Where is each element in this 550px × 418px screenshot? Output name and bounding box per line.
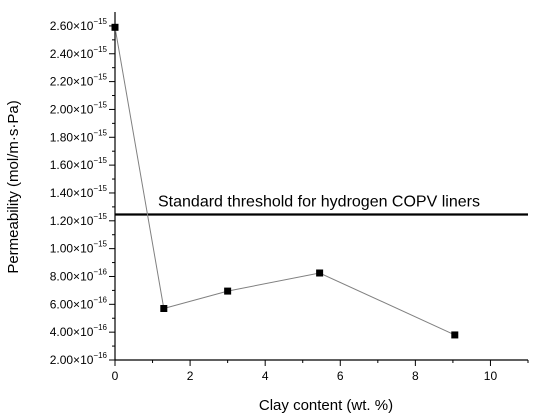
data-point-marker (224, 287, 232, 295)
data-point-marker (160, 304, 168, 312)
y-axis-ticks: 2.00×10−16 4.00×10−16 6.00×10−16 8.00×10−16… (50, 17, 115, 367)
threshold-group: Standard threshold for hydrogen COPV lin… (115, 194, 528, 216)
threshold-label: Standard threshold for hydrogen COPV lin… (158, 194, 480, 211)
y-tick-label: 1.60×10−15 (50, 156, 108, 172)
x-tick-label: 4 (262, 369, 269, 383)
y-tick-label: 4.00×10−16 (50, 323, 108, 339)
data-point-marker (111, 23, 119, 31)
axes (114, 12, 528, 361)
x-tick-label: 10 (484, 369, 498, 383)
y-tick-label: 8.00×10−16 (50, 267, 108, 283)
y-tick-label: 1.80×10−15 (50, 128, 108, 144)
y-tick-label: 1.00×10−15 (50, 240, 108, 256)
data-point-marker (451, 331, 459, 339)
x-tick-label: 6 (337, 369, 344, 383)
y-tick-label: 2.40×10−15 (50, 45, 108, 61)
series-line (114, 27, 456, 336)
y-tick-label: 2.00×10−16 (50, 351, 108, 367)
y-tick-label: 1.40×10−15 (50, 184, 108, 200)
x-axis-title: Clay content (wt. %) (259, 397, 393, 414)
y-tick-label: 2.60×10−15 (50, 17, 108, 33)
y-tick-label: 2.20×10−15 (50, 73, 108, 89)
data-point-marker (316, 269, 324, 277)
y-tick-label: 2.00×10−15 (50, 100, 108, 116)
x-tick-label: 0 (112, 369, 119, 383)
x-axis-ticks: 0 2 4 6 8 10 (112, 360, 529, 383)
y-tick-label: 1.20×10−15 (50, 212, 108, 228)
y-axis-title: Permeability (mol/m·s·Pa) (5, 100, 22, 273)
x-tick-label: 2 (187, 369, 194, 383)
y-tick-label: 6.00×10−16 (50, 295, 108, 311)
series-group (111, 23, 459, 339)
x-tick-label: 8 (412, 369, 419, 383)
